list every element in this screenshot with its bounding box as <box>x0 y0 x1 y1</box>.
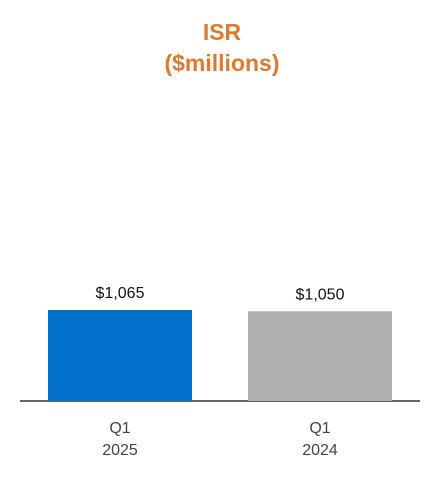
bar <box>48 310 192 401</box>
x-tick-label: Q1 2024 <box>302 420 338 459</box>
chart-title: ISR <box>203 19 242 45</box>
x-tick-label: Q1 2025 <box>102 420 138 459</box>
chart-subtitle: ($millions) <box>164 50 279 76</box>
value-label: $1,065 <box>96 285 145 302</box>
bar <box>248 311 392 401</box>
value-label: $1,050 <box>296 286 345 303</box>
